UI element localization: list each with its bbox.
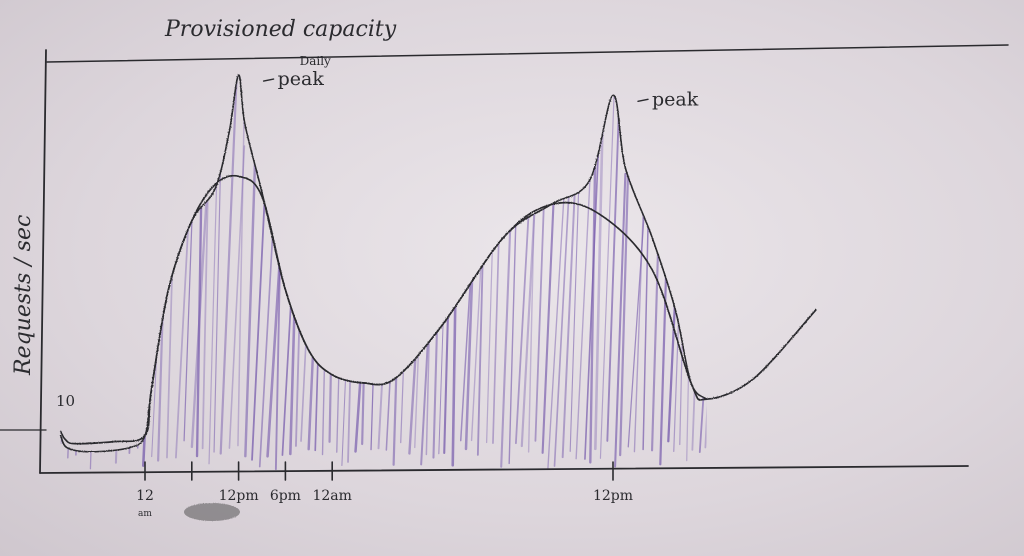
x-tick-label: 12 — [136, 488, 154, 504]
pencil-smudge — [184, 503, 240, 521]
hatch-stroke — [289, 75, 303, 456]
hatch-stroke — [251, 75, 272, 461]
hatch-stroke — [553, 167, 572, 467]
hatch-stroke — [599, 86, 615, 459]
hatch-stroke — [627, 175, 648, 448]
hatch-stroke — [190, 138, 212, 449]
hatch-stroke — [425, 114, 436, 456]
hatch-stroke — [392, 75, 407, 466]
x-tick-label: 6pm — [270, 488, 301, 504]
hatch-stroke — [606, 75, 622, 442]
hatch-stroke — [451, 78, 461, 467]
hatch-stroke — [385, 174, 402, 451]
hatch-stroke — [377, 153, 396, 450]
hatch-stroke — [400, 132, 413, 444]
hatch-stroke — [114, 131, 129, 464]
hatch-stroke — [673, 115, 687, 452]
hatch-stroke — [237, 75, 246, 447]
provisioned-capacity-line — [59, 174, 817, 445]
hatch-stroke — [547, 175, 566, 469]
hatch-stroke — [361, 75, 373, 446]
hatch-stroke — [614, 172, 627, 468]
y-axis — [39, 49, 47, 474]
hatch-stroke — [336, 167, 345, 453]
x-tick-label: 12pm — [593, 488, 633, 504]
hatch-stroke — [408, 149, 430, 455]
hatch-stroke — [464, 134, 479, 451]
hatch-stroke — [228, 145, 246, 449]
hatch-stroke — [314, 158, 325, 452]
hatch-stroke — [75, 138, 84, 456]
y-axis-label: Requests / sec — [11, 215, 36, 376]
hatch-stroke — [108, 75, 131, 449]
chart-title: Provisioned capacity — [164, 17, 397, 42]
hatch-stroke — [500, 114, 516, 468]
hatch-stroke — [213, 134, 222, 453]
hatch-stroke — [679, 88, 689, 446]
x-axis — [39, 465, 969, 474]
x-tick-label: 12pm — [219, 488, 259, 504]
hatch-stroke — [89, 75, 104, 470]
hatch-stroke — [347, 100, 359, 463]
hatch-stroke — [81, 126, 95, 446]
hatch-stroke — [704, 168, 707, 449]
hatch-stroke — [137, 113, 151, 449]
hatch-stroke — [102, 124, 116, 446]
hatch-stroke — [541, 75, 561, 454]
x-tick-sublabel: am — [138, 509, 152, 519]
hatch-stroke — [300, 174, 316, 442]
hatch-stroke — [698, 159, 707, 454]
demand-hatching — [60, 75, 707, 471]
top-frame-line — [46, 44, 1009, 63]
hatch-stroke — [183, 166, 195, 442]
hatch-stroke — [128, 173, 141, 455]
y-tick-label: 10 — [56, 392, 75, 410]
hatch-stroke — [120, 113, 130, 443]
annotation-dash — [262, 78, 275, 82]
x-tick-label: 12am — [312, 488, 351, 504]
hatch-stroke — [432, 127, 444, 459]
hatch-stroke — [328, 98, 338, 443]
hatch-stroke — [219, 75, 239, 455]
hatch-stroke — [420, 100, 442, 466]
hatch-stroke — [686, 100, 695, 462]
annotation-label-line1: Daily — [300, 54, 331, 68]
hatch-stroke — [370, 92, 383, 451]
hatch-stroke — [141, 91, 162, 468]
hatch-stroke — [201, 118, 211, 450]
hatch-stroke — [492, 75, 505, 444]
annotation-label: peak — [278, 68, 325, 90]
hatch-stroke — [96, 139, 109, 447]
annotation-dash — [637, 98, 649, 103]
hatch-stroke — [244, 111, 258, 458]
hatch-stroke — [650, 150, 663, 452]
annotation-label: peak — [652, 88, 699, 110]
